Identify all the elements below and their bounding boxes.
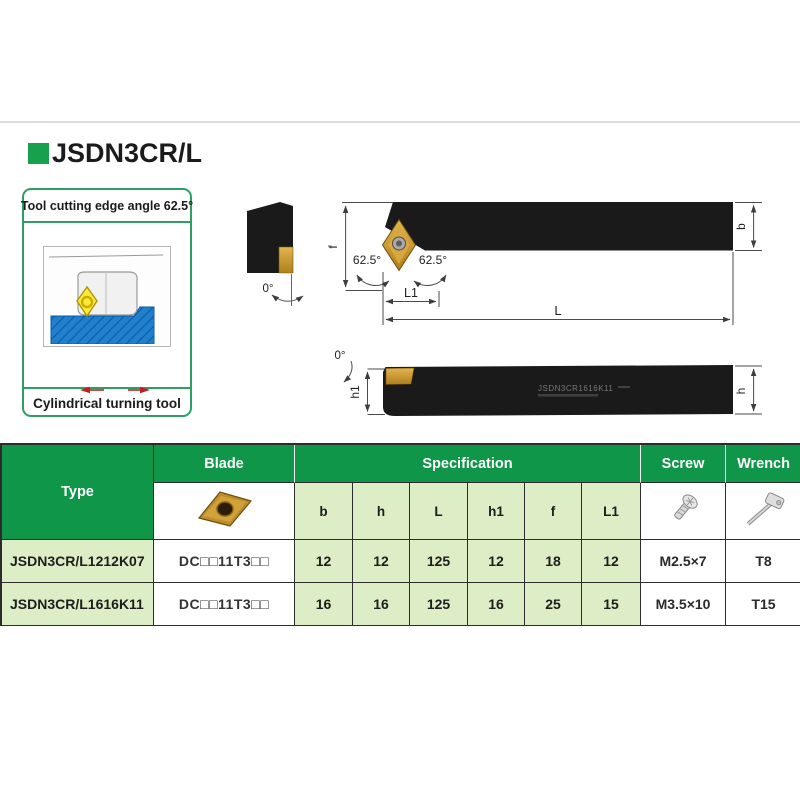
insert-hole (80, 295, 94, 309)
table-header-row-1: Type Blade Specification Screw Wrench (2, 445, 800, 540)
h-cell: 12 (353, 540, 410, 583)
dim-b-label: b (734, 223, 748, 230)
cutting-angle-label: Tool cutting edge angle 62.5° (20, 198, 194, 213)
angle-right-label: 62.5° (419, 253, 447, 267)
blade-insert-image (154, 483, 295, 540)
side-view-angle-label: 0° (335, 350, 346, 362)
screw-cell: M2.5×7 (641, 540, 727, 583)
dim-l1-label: L1 (404, 286, 418, 300)
L-cell: 125 (410, 540, 468, 583)
screw-header: Screw (641, 445, 727, 484)
spec-table: Type Blade Specification Screw Wrench b … (0, 443, 800, 626)
engraving-subline (538, 394, 598, 397)
blade-cell: DC□□11T3□□ (154, 583, 295, 626)
wrench-header: Wrench (726, 445, 800, 484)
tool-shank-outline (48, 254, 164, 258)
screw-icon (674, 494, 698, 520)
type-header: Type (2, 445, 154, 540)
L1-cell: 15 (582, 583, 642, 626)
spec-col-L1: L1 (582, 483, 642, 540)
screw-cell: M3.5×10 (641, 583, 727, 626)
dim-h1-label: h1 (348, 385, 362, 399)
dim-h-label: h (734, 388, 748, 395)
dim-f-label: f (326, 245, 340, 249)
dim-l-label: L (554, 303, 561, 318)
page-title: JSDN3CR/L (52, 138, 203, 168)
top-divider (0, 121, 800, 123)
green-square-bullet-icon (28, 143, 49, 164)
wrench-cell: T8 (726, 540, 800, 583)
table-row: JSDN3CR/L1616K11 DC□□11T3□□ 16 16 125 16… (2, 583, 800, 626)
info-panel: Tool cutting edge angle 62.5° (20, 188, 194, 417)
yellow-insert (76, 285, 98, 318)
end-view: 0° (247, 202, 304, 306)
side-view-insert (385, 367, 415, 385)
right-arrow-icon (140, 386, 150, 394)
L-cell: 125 (410, 583, 468, 626)
panel-bottom-label-row: Cylindrical turning tool (24, 387, 190, 417)
specification-header: Specification (295, 445, 642, 484)
engraving-text: JSDN3CR1616K11 (538, 384, 613, 393)
feed-direction-arrows (24, 383, 190, 397)
wrench-icon (746, 492, 784, 526)
side-view: JSDN3CR1616K11 0° h1 h (335, 350, 762, 416)
engraving-mark (618, 386, 630, 388)
f-cell: 25 (525, 583, 582, 626)
L1-cell: 12 (582, 540, 642, 583)
spec-col-b: b (295, 483, 353, 540)
wrench-cell: T15 (726, 583, 800, 626)
b-cell: 12 (295, 540, 353, 583)
h1-cell: 12 (468, 540, 525, 583)
wrench-icon-cell (726, 483, 800, 540)
type-cell: JSDN3CR/L1212K07 (2, 540, 154, 583)
top-view: 62.5° 62.5° f L1 L b (326, 202, 762, 325)
blade-header: Blade (154, 445, 295, 484)
spec-col-h: h (353, 483, 410, 540)
feed-arrows-svg (80, 386, 150, 394)
technical-drawing: 0° 62.5° 62.5° f L1 L (230, 185, 800, 440)
tool-type-label: Cylindrical turning tool (33, 395, 181, 411)
blade-insert-icon (197, 491, 253, 527)
left-arrow-icon (80, 386, 90, 394)
turning-illustration-svg (48, 254, 164, 345)
spec-col-h1: h1 (468, 483, 525, 540)
h-cell: 16 (353, 583, 410, 626)
angle-left-label: 62.5° (353, 253, 381, 267)
h1-cell: 16 (468, 583, 525, 626)
type-cell: JSDN3CR/L1616K11 (2, 583, 154, 626)
page-title-block: JSDN3CR/L (28, 138, 202, 169)
spec-col-f: f (525, 483, 582, 540)
blade-cell: DC□□11T3□□ (154, 540, 295, 583)
turning-illustration (43, 246, 171, 347)
spec-col-L: L (410, 483, 468, 540)
technical-drawing-svg: 0° 62.5° 62.5° f L1 L (247, 202, 762, 416)
screw-icon-cell (641, 483, 727, 540)
b-cell: 16 (295, 583, 353, 626)
table-row: JSDN3CR/L1212K07 DC□□11T3□□ 12 12 125 12… (2, 540, 800, 583)
panel-illustration-area (24, 223, 190, 394)
table-header-row-2: b h L h1 f L1 (2, 483, 800, 540)
panel-top-label-row: Tool cutting edge angle 62.5° (20, 190, 194, 223)
end-view-angle-label: 0° (263, 283, 274, 295)
f-cell: 18 (525, 540, 582, 583)
